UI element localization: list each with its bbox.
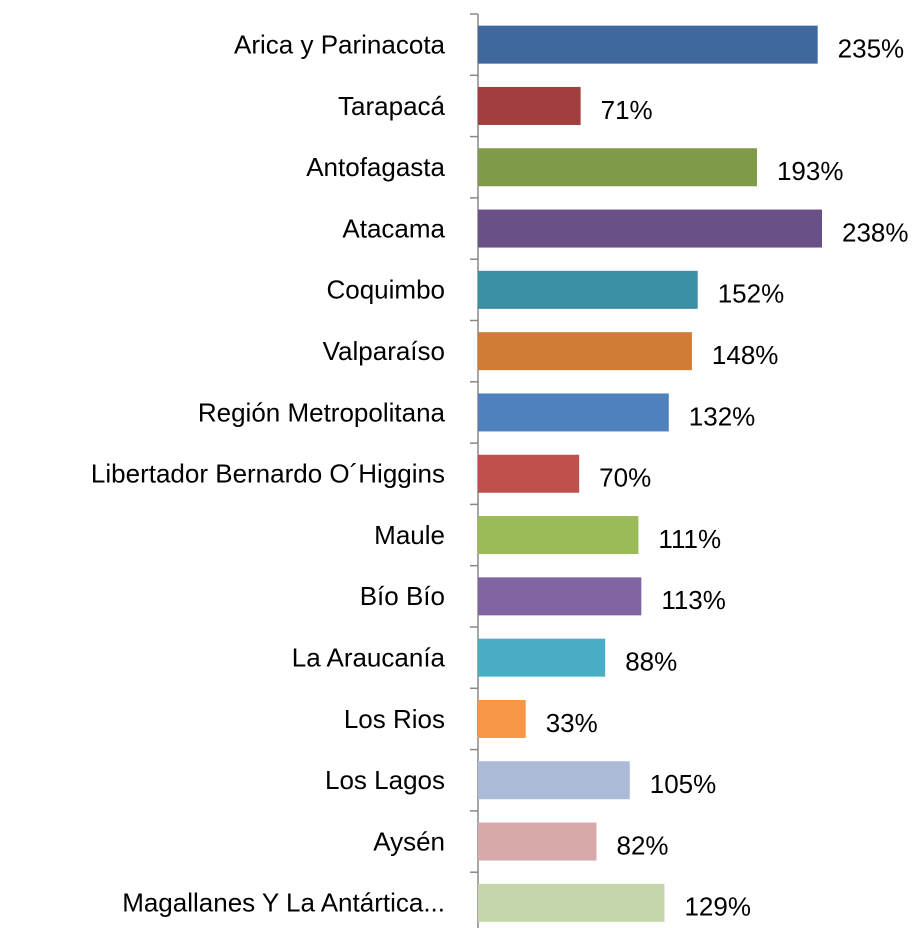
y-tick-label: Coquimbo	[326, 275, 445, 305]
y-tick-label: Antofagasta	[306, 152, 445, 182]
data-label: 238%	[842, 217, 909, 247]
bar	[478, 822, 597, 861]
bar	[478, 209, 822, 248]
y-tick-label: Región Metropolitana	[198, 397, 446, 427]
y-tick-label: Magallanes Y La Antártica...	[122, 888, 445, 918]
bar	[478, 25, 818, 64]
bar	[478, 577, 642, 616]
bar	[478, 638, 606, 677]
bar	[478, 883, 665, 922]
y-tick-label: Tarapacá	[338, 91, 445, 121]
y-tick-label: Atacama	[342, 213, 445, 243]
bar	[478, 148, 757, 187]
bar	[478, 454, 580, 493]
data-label: 33%	[546, 708, 598, 738]
y-tick-label: Arica y Parinacota	[234, 30, 446, 60]
data-label: 88%	[625, 647, 677, 677]
data-label: 132%	[689, 401, 756, 431]
y-tick-label: Aysén	[373, 826, 445, 856]
data-label: 148%	[712, 340, 779, 370]
data-label: 235%	[838, 34, 905, 64]
y-tick-label: La Araucanía	[292, 643, 446, 673]
data-label: 70%	[599, 463, 651, 493]
data-label: 111%	[658, 524, 721, 554]
bar	[478, 86, 581, 125]
data-label: 152%	[718, 279, 785, 309]
bar	[478, 516, 639, 555]
data-label: 129%	[684, 892, 751, 922]
data-label: 82%	[617, 830, 669, 860]
bar	[478, 332, 692, 371]
bar	[478, 393, 669, 432]
data-label: 105%	[650, 769, 717, 799]
y-tick-label: Los Rios	[344, 704, 445, 734]
data-label: 71%	[601, 95, 653, 125]
y-tick-label: Maule	[374, 520, 445, 550]
bar	[478, 699, 526, 738]
y-tick-label: Valparaíso	[323, 336, 445, 366]
data-label: 193%	[777, 156, 844, 186]
data-label: 113%	[661, 585, 726, 615]
y-tick-label: Los Lagos	[325, 765, 445, 795]
y-tick-label: Bío Bío	[360, 581, 445, 611]
y-tick-label: Libertador Bernardo O´Higgins	[91, 459, 445, 489]
bar	[478, 761, 630, 800]
bar	[478, 270, 698, 309]
